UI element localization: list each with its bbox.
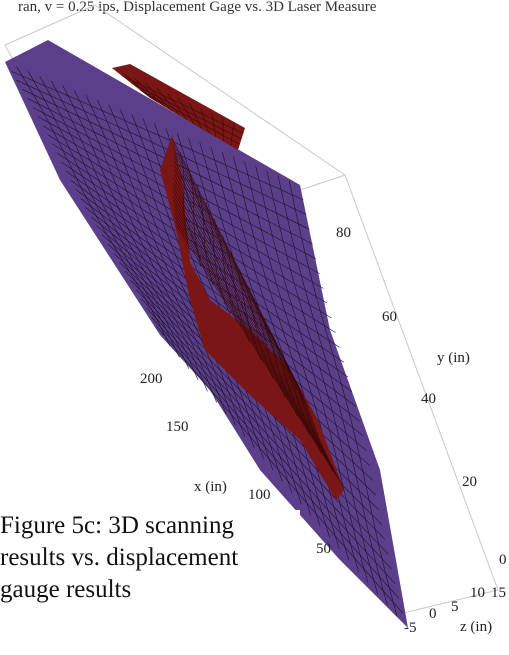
purple-mesh-line xyxy=(146,307,396,584)
x-tick-50: 50 xyxy=(316,541,331,557)
red-main-mesh-line xyxy=(174,216,337,474)
purple-mesh-line xyxy=(10,70,304,201)
red-main-mesh-line xyxy=(172,190,321,442)
red-top-mesh-line xyxy=(121,75,244,134)
red-main-mesh-line xyxy=(172,143,297,382)
red-main-mesh-line xyxy=(172,186,319,436)
red-main-mesh-line xyxy=(176,225,343,485)
purple-mesh-line xyxy=(16,79,307,215)
purple-mesh-line xyxy=(56,152,336,333)
z-tick-10: 10 xyxy=(470,585,485,601)
red-surface-top-mesh xyxy=(121,72,244,146)
y-axis-ticks: 80 60 40 20 0 xyxy=(336,225,507,568)
purple-mesh-line xyxy=(135,289,389,555)
x-axis-label: x (in) xyxy=(194,479,227,495)
red-surface-mesh xyxy=(172,139,343,485)
red-main-mesh-line xyxy=(174,160,307,403)
z-axis-ticks: -5 0 5 10 15 xyxy=(404,585,506,636)
y-axis-label: y (in) xyxy=(437,350,470,366)
red-main-mesh-line xyxy=(173,147,299,387)
caption-line-2: results vs. displacement xyxy=(0,544,239,571)
y-tick-0: 0 xyxy=(499,552,507,568)
purple-mesh-line xyxy=(75,189,353,392)
caption-line-1: Figure 5c: 3D scanning xyxy=(0,512,234,539)
frame-edge xyxy=(394,589,499,616)
red-main-mesh-line xyxy=(173,152,302,392)
x-axis-ticks: 200 150 100 50 xyxy=(140,371,331,557)
red-main-mesh-line xyxy=(174,212,334,469)
red-main-mesh-line xyxy=(173,178,315,425)
z-tick-0: 0 xyxy=(429,606,437,622)
plot-heading: ran, v = 0.25 ips, Displacement Gage vs.… xyxy=(18,0,377,15)
purple-mesh-line xyxy=(155,325,404,614)
z-tick-15: 15 xyxy=(491,585,506,601)
red-top-mesh-line xyxy=(130,82,242,140)
frame-edge xyxy=(4,4,96,46)
red-main-mesh-line xyxy=(173,208,331,463)
red-main-mesh-line xyxy=(173,182,317,431)
z-axis-label: z (in) xyxy=(460,619,492,635)
frame-edge xyxy=(94,4,346,176)
caption-line-3: gauge results xyxy=(0,576,132,603)
z-tick-5: 5 xyxy=(451,599,459,615)
purple-mesh-line xyxy=(70,180,349,378)
x-tick-100: 100 xyxy=(248,487,271,503)
red-main-mesh-line xyxy=(174,169,311,414)
red-main-mesh-line xyxy=(175,221,340,480)
y-tick-80: 80 xyxy=(336,225,351,241)
purple-mesh-line xyxy=(130,280,386,540)
purple-mesh-line xyxy=(151,316,400,599)
red-main-mesh-line xyxy=(174,156,305,398)
y-tick-40: 40 xyxy=(421,391,436,407)
x-tick-200: 200 xyxy=(140,371,163,387)
purple-mesh-line xyxy=(141,298,392,570)
purple-mesh-line xyxy=(80,198,357,407)
red-top-mesh-line xyxy=(140,90,240,145)
purple-surface-mesh xyxy=(10,66,404,617)
red-main-mesh-line xyxy=(172,199,326,452)
y-tick-20: 20 xyxy=(462,474,477,490)
red-main-mesh-line xyxy=(173,173,313,420)
figure-caption: Figure 5c: 3D scanning results vs. displ… xyxy=(0,510,300,606)
red-main-mesh-line xyxy=(174,165,309,409)
x-tick-150: 150 xyxy=(166,419,189,435)
purple-mesh-line xyxy=(65,170,344,363)
purple-mesh-line xyxy=(47,134,328,304)
y-tick-60: 60 xyxy=(382,309,397,325)
red-main-mesh-line xyxy=(172,195,324,447)
z-tick-minus5: -5 xyxy=(404,620,417,636)
frame-edge xyxy=(299,174,346,191)
red-main-mesh-line xyxy=(173,203,329,458)
frame-edge xyxy=(344,174,499,591)
